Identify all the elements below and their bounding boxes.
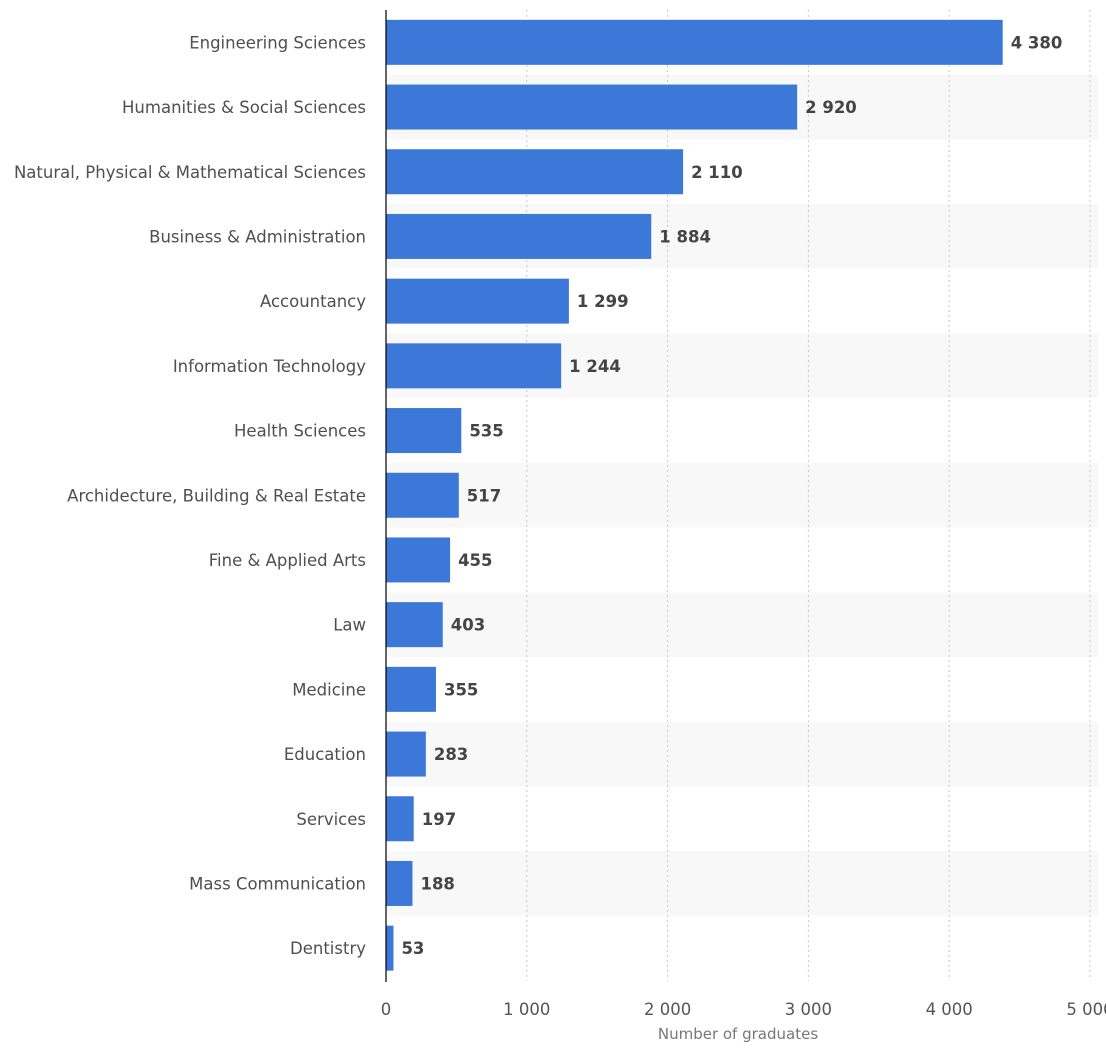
value-label: 53 <box>401 939 424 958</box>
bar <box>386 343 562 389</box>
value-label: 535 <box>469 422 503 441</box>
category-label: Natural, Physical & Mathematical Science… <box>14 163 366 182</box>
bar <box>386 796 414 842</box>
row-band <box>386 462 1098 528</box>
category-label: Accountancy <box>260 292 366 311</box>
category-labels: Engineering Sciences Humanities & Social … <box>14 33 366 958</box>
bar <box>386 602 443 648</box>
value-label: 4 380 <box>1011 33 1063 52</box>
value-labels: 4 380 2 920 2 110 1 884 1 299 1 244 535 517 455 4… <box>401 33 1062 958</box>
category-label: Health Sciences <box>234 422 366 441</box>
value-label: 1 884 <box>659 227 711 246</box>
row-band <box>386 592 1098 657</box>
category-label: Engineering Sciences <box>189 33 366 52</box>
bar <box>386 925 394 971</box>
x-tick-label: 5 000 <box>1066 1000 1106 1019</box>
x-tick-label: 3 000 <box>785 1000 832 1019</box>
category-label: Business & Administration <box>149 227 366 246</box>
value-label: 2 110 <box>691 163 743 182</box>
value-label: 197 <box>422 810 456 829</box>
x-axis-title: Number of graduates <box>658 1025 818 1043</box>
bar <box>386 278 569 324</box>
bar <box>386 84 798 130</box>
category-label: Archidecture, Building & Real Estate <box>67 486 366 505</box>
x-tick-labels: 0 1 000 2 000 3 000 4 000 5 000 <box>381 1000 1106 1019</box>
bar <box>386 860 413 906</box>
bar <box>386 731 426 777</box>
category-label: Medicine <box>292 680 366 699</box>
value-label: 2 920 <box>805 98 857 117</box>
category-label: Dentistry <box>290 939 366 958</box>
category-label: Law <box>333 616 366 635</box>
bars <box>386 19 1003 971</box>
category-label: Information Technology <box>173 357 366 376</box>
value-label: 455 <box>458 551 492 570</box>
category-label: Mass Communication <box>189 874 366 893</box>
value-label: 188 <box>420 874 454 893</box>
value-label: 1 299 <box>577 292 629 311</box>
x-tick-label: 1 000 <box>503 1000 550 1019</box>
x-tick-label: 4 000 <box>926 1000 973 1019</box>
category-label: Services <box>296 810 366 829</box>
category-label: Education <box>284 745 366 764</box>
bar <box>386 537 451 583</box>
value-label: 517 <box>467 486 501 505</box>
bar <box>386 213 652 259</box>
row-band <box>386 851 1098 916</box>
bar <box>386 408 462 454</box>
row-bands <box>386 74 1098 916</box>
bar <box>386 472 459 518</box>
category-label: Humanities & Social Sciences <box>122 98 366 117</box>
bar <box>386 666 436 712</box>
x-tick-label: 0 <box>381 1000 392 1019</box>
value-label: 355 <box>444 680 478 699</box>
bar <box>386 19 1003 65</box>
row-band <box>386 721 1098 787</box>
value-label: 283 <box>434 745 468 764</box>
category-label: Fine & Applied Arts <box>209 551 366 570</box>
x-tick-label: 2 000 <box>644 1000 691 1019</box>
value-label: 403 <box>451 616 485 635</box>
bar <box>386 149 684 195</box>
value-label: 1 244 <box>569 357 621 376</box>
